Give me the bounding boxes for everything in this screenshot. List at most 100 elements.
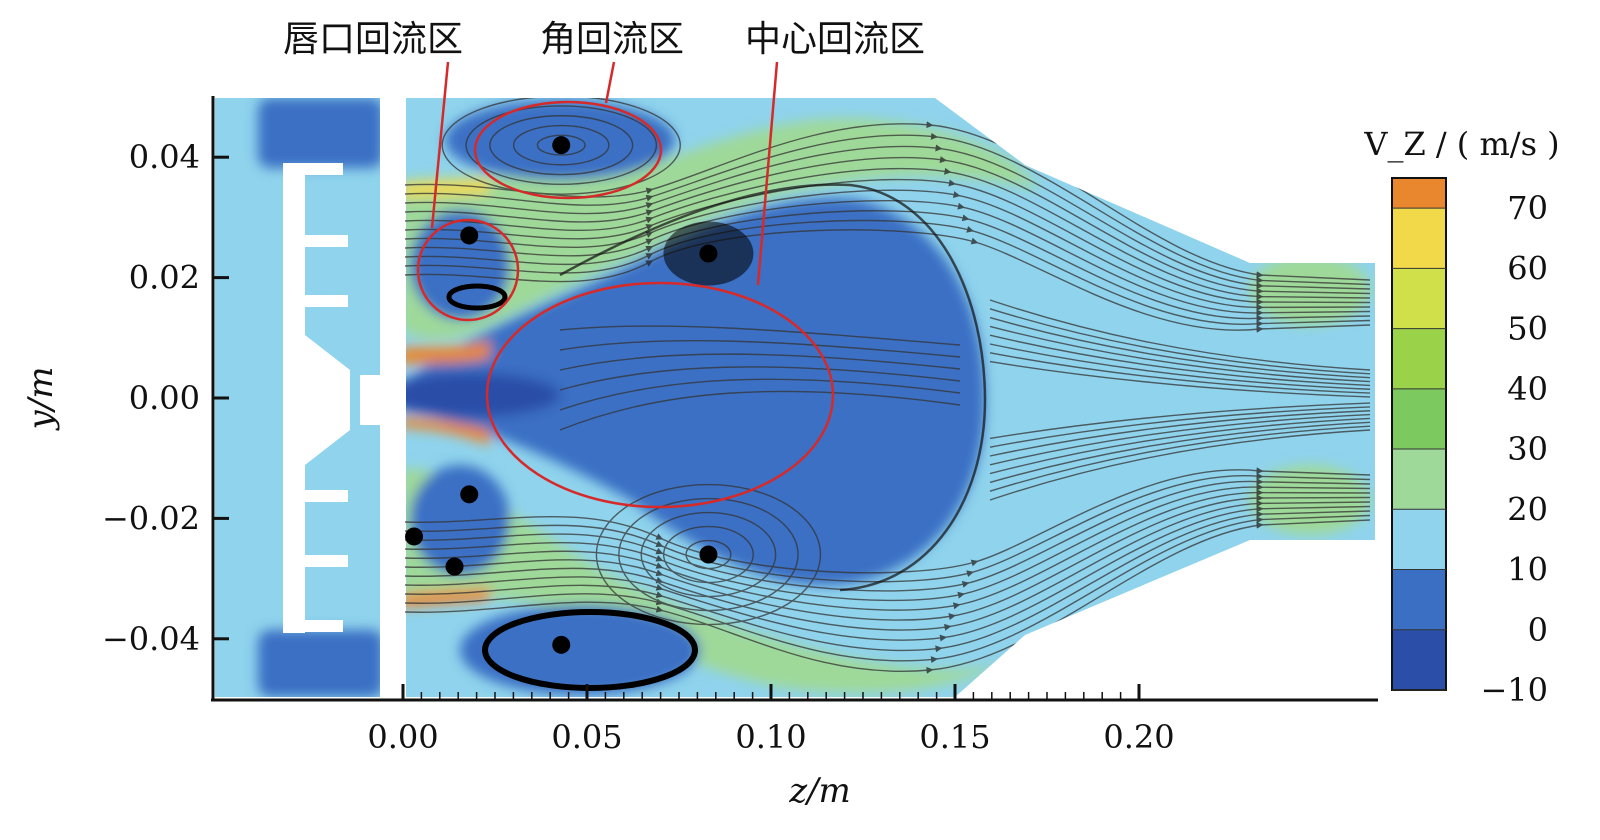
vortex-center-dot — [460, 485, 479, 504]
vortex-streamline-loop — [595, 483, 822, 626]
streamline — [989, 421, 1371, 484]
colorbar-label: 30 — [1507, 430, 1548, 468]
vortex-center-dot — [699, 545, 718, 564]
upper-lip-vortex-loop — [446, 283, 508, 311]
vortex-center-dot — [552, 635, 571, 654]
vortex-streamline-loop — [662, 525, 754, 584]
swirler-geometry — [283, 98, 406, 697]
central-zone-boundary — [559, 183, 987, 592]
colorbar-label: 70 — [1507, 189, 1548, 227]
streamline — [559, 390, 961, 431]
streamline — [989, 425, 1371, 492]
colorbar-label: 0 — [1528, 611, 1548, 649]
vortex-streamline-loop — [512, 124, 610, 166]
central-zone-leader — [756, 61, 779, 286]
streamline — [989, 410, 1371, 457]
x-tick-label: 0.15 — [919, 718, 990, 756]
vortex-streamline-loop — [640, 511, 777, 598]
x-ticks: 0.00 0.05 0.10 0.15 0.20 — [367, 684, 1175, 756]
vortex-streamline-loop — [685, 539, 732, 570]
streamline — [559, 325, 961, 346]
streamlines — [404, 98, 1371, 674]
vortex-center-dot — [445, 557, 464, 576]
vortex-streamline-loop — [536, 134, 586, 156]
colorbar-label: 10 — [1507, 551, 1548, 589]
streamline — [989, 343, 1371, 390]
vortex-center-dot — [552, 136, 571, 155]
vortex-centers — [405, 136, 754, 654]
streamline — [559, 339, 961, 358]
x-tick-label: 0.20 — [1103, 718, 1174, 756]
vortex-center-dot — [460, 226, 479, 245]
axis-core-region — [380, 373, 560, 417]
lip-zone-callout-ellipse — [416, 218, 520, 322]
corner-zone-leader — [604, 61, 616, 104]
vortex-streamline-loop — [465, 105, 658, 186]
annotation-label-lip: 唇口回流区 — [283, 19, 464, 60]
colorbar-segment — [1392, 268, 1446, 329]
colorbar-label: 60 — [1507, 249, 1548, 287]
central-zone-callout-ellipse — [485, 281, 835, 509]
streamline — [989, 360, 1371, 398]
streamline — [404, 467, 1371, 574]
colorbar-title: V_Z / ( m/s ) — [1363, 125, 1559, 163]
colorbar-label: 40 — [1507, 370, 1548, 408]
y-axis-title: y/m — [21, 367, 61, 432]
colorbar-label: −10 — [1480, 671, 1548, 709]
colorbar-segment — [1392, 449, 1446, 510]
streamline — [989, 402, 1371, 440]
colorbar-segment — [1392, 569, 1446, 630]
colorbar-segment — [1392, 629, 1446, 690]
y-tick-label: −0.02 — [102, 499, 200, 537]
upstream-cavity-lower — [258, 630, 383, 697]
colorbar-segment — [1392, 509, 1446, 570]
x-tick-label: 0.05 — [551, 718, 622, 756]
colorbar-label: 20 — [1507, 490, 1548, 528]
streamline — [989, 406, 1371, 448]
streamline — [559, 353, 961, 371]
streamline — [989, 413, 1371, 466]
streamline — [559, 378, 961, 411]
outlet-upper-region — [1250, 255, 1370, 325]
y-tick-label: 0.02 — [129, 259, 200, 297]
streamline — [989, 316, 1371, 379]
upper-lip-zone — [410, 210, 510, 320]
annotations — [416, 61, 835, 509]
lower-shear-layer-hot — [400, 418, 490, 445]
x-tick-label: 0.00 — [367, 718, 438, 756]
lower-corner-vortex-loop — [482, 609, 698, 691]
colorbar-segment — [1392, 328, 1446, 389]
x-tick-label: 0.10 — [735, 718, 806, 756]
lip-zone-leader — [430, 61, 450, 229]
annotation-label-corner: 角回流区 — [540, 19, 685, 60]
colorbar-segment — [1392, 178, 1446, 209]
colorbar-label: 50 — [1507, 310, 1548, 348]
colorbar: 70 60 50 40 30 20 10 0 −10 — [1391, 177, 1548, 709]
y-tick-label: 0.00 — [129, 379, 200, 417]
y-ticks: 0.04 0.02 0.00 −0.02 −0.04 — [102, 138, 229, 658]
streamline — [989, 325, 1371, 383]
lower-lip-zone — [410, 465, 510, 575]
streamline — [404, 229, 1371, 333]
y-tick-label: 0.04 — [129, 138, 200, 176]
streamline — [989, 352, 1371, 394]
vortex-streamline-loop — [489, 115, 634, 176]
vortex-streamline-loop — [441, 98, 681, 195]
streamline — [989, 417, 1371, 475]
vortex-core-shadow — [663, 221, 754, 286]
colorbar-segment — [1392, 388, 1446, 450]
upstream-cavity-upper — [258, 98, 383, 168]
corner-zone-callout-ellipse — [473, 100, 663, 200]
streamline — [989, 334, 1371, 387]
vortex-streamline-loop — [618, 497, 799, 612]
x-axis-title: z/m — [788, 771, 851, 811]
upper-shear-layer-hot — [400, 340, 490, 365]
streamline — [989, 429, 1371, 501]
annotation-label-center: 中心回流区 — [745, 19, 926, 60]
streamline — [559, 366, 961, 391]
y-tick-label: −0.04 — [102, 620, 200, 658]
streamline — [989, 299, 1371, 371]
vortex-center-dot — [405, 527, 424, 546]
lower-corner-zone — [460, 605, 700, 695]
